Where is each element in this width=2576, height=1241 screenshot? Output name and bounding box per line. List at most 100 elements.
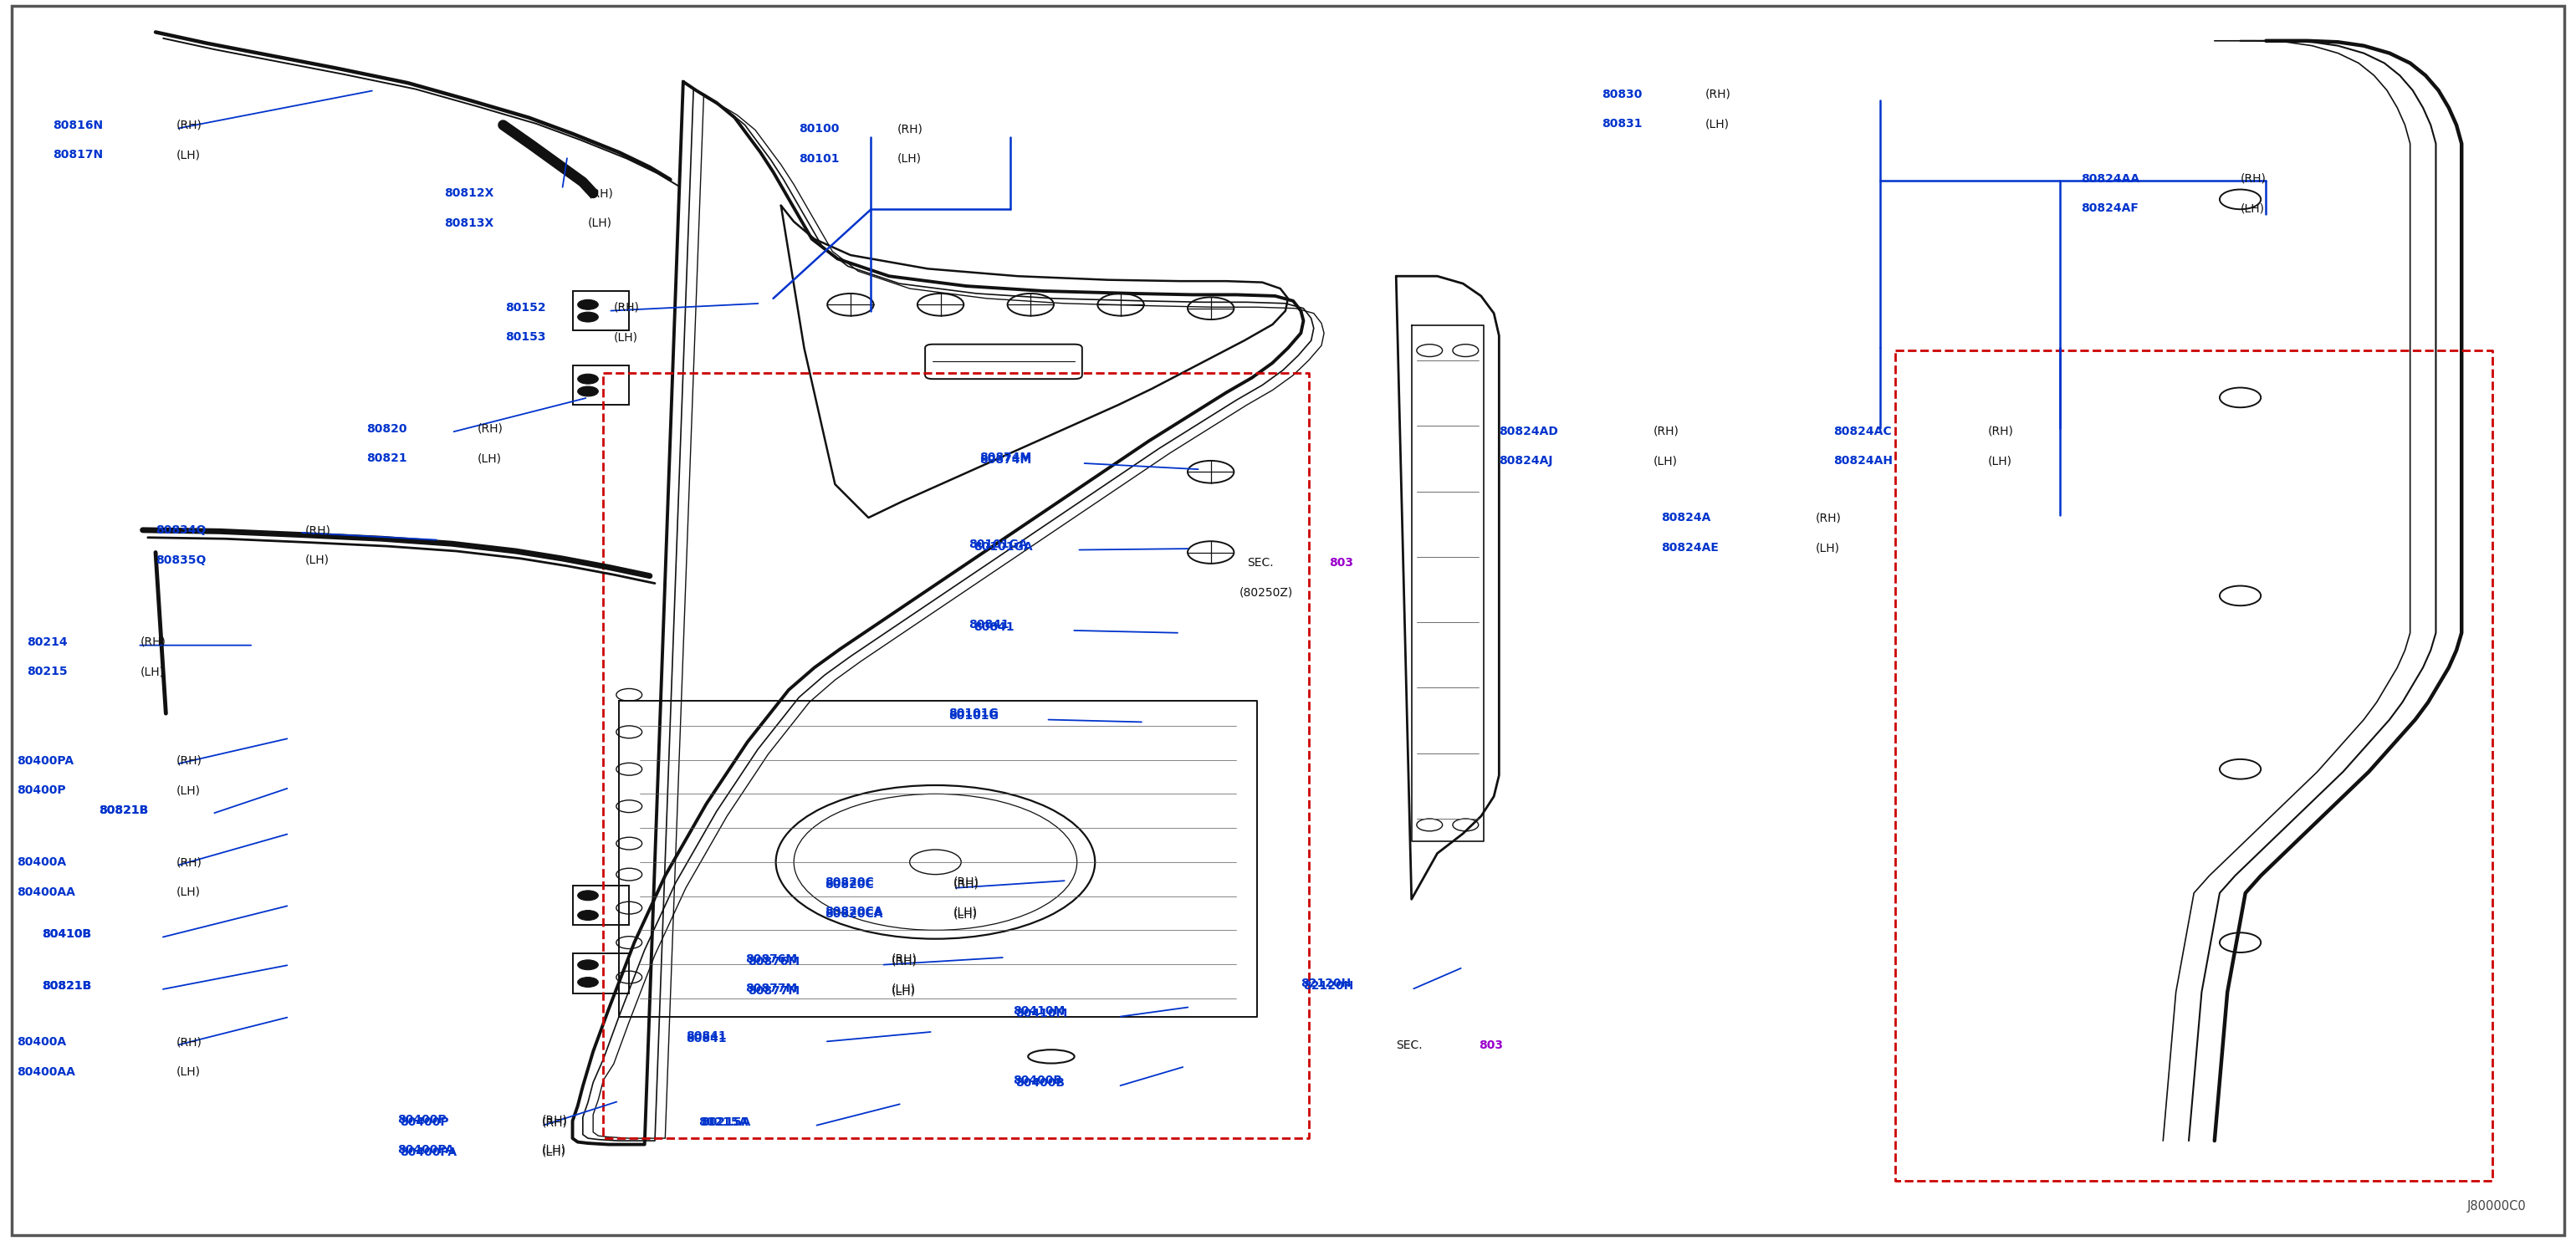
Text: 82120H: 82120H (1303, 980, 1355, 992)
Text: 80824AD: 80824AD (1499, 426, 1558, 437)
Text: (LH): (LH) (953, 908, 979, 921)
Bar (572, 886, 629, 926)
Text: 80410M: 80410M (1015, 1008, 1066, 1019)
Bar (572, 953, 629, 993)
Text: 80101GA: 80101GA (974, 541, 1033, 552)
Text: (RH): (RH) (175, 755, 201, 767)
Text: (RH): (RH) (175, 1036, 201, 1047)
FancyBboxPatch shape (925, 344, 1082, 379)
Text: 80400PA: 80400PA (399, 1147, 456, 1158)
Circle shape (577, 311, 598, 321)
Text: 80400AA: 80400AA (15, 1066, 75, 1077)
Text: 80400B: 80400B (1012, 1075, 1061, 1086)
Text: 80812X: 80812X (443, 187, 495, 200)
Text: 80821B: 80821B (41, 980, 93, 992)
Circle shape (577, 891, 598, 901)
Text: (RH): (RH) (477, 423, 502, 434)
Text: 80820CA: 80820CA (824, 906, 884, 918)
Text: (RH): (RH) (891, 956, 917, 967)
Bar (572, 365, 629, 405)
Text: 80410M: 80410M (1012, 1005, 1064, 1016)
Text: 80874M: 80874M (979, 454, 1030, 465)
Text: 80817N: 80817N (52, 149, 103, 161)
Text: 80400P: 80400P (15, 784, 64, 797)
Text: 80813X: 80813X (443, 217, 495, 230)
Text: 80214: 80214 (26, 637, 67, 648)
Text: 80215A: 80215A (701, 1117, 750, 1128)
Text: 80400A: 80400A (15, 856, 67, 869)
Circle shape (577, 374, 598, 383)
Text: 80410B: 80410B (41, 928, 93, 941)
Text: (RH): (RH) (139, 637, 165, 648)
Text: (RH): (RH) (175, 856, 201, 869)
Text: (LH): (LH) (613, 331, 639, 343)
Text: 80824AA: 80824AA (2081, 172, 2138, 185)
Text: (LH): (LH) (175, 149, 201, 161)
Text: (LH): (LH) (587, 217, 613, 230)
Text: (LH): (LH) (175, 886, 201, 898)
Text: (RH): (RH) (891, 953, 917, 964)
Text: SEC.: SEC. (1396, 1040, 1422, 1051)
Text: 80841: 80841 (974, 622, 1015, 633)
Text: (LH): (LH) (139, 665, 165, 678)
Text: SEC.: SEC. (1247, 557, 1273, 568)
Text: 80841: 80841 (685, 1033, 726, 1044)
Text: (RH): (RH) (587, 187, 613, 200)
Text: 80876M: 80876M (744, 953, 796, 964)
Text: 80831: 80831 (1602, 118, 1643, 130)
Text: (LH): (LH) (891, 983, 917, 994)
Text: 80835Q: 80835Q (155, 555, 206, 566)
Text: 80215A: 80215A (698, 1117, 747, 1128)
Text: 80820C: 80820C (824, 876, 873, 889)
Text: (LH): (LH) (541, 1144, 567, 1155)
Circle shape (577, 386, 598, 396)
Text: (RH): (RH) (1705, 88, 1731, 101)
Text: (LH): (LH) (953, 906, 979, 918)
Text: (LH): (LH) (1654, 455, 1677, 467)
Text: 80400A: 80400A (15, 1036, 67, 1047)
Text: 80101G: 80101G (948, 707, 999, 720)
Text: 80820: 80820 (366, 423, 407, 434)
Text: 80152: 80152 (505, 302, 546, 313)
Circle shape (577, 977, 598, 987)
Text: (LH): (LH) (1989, 455, 2012, 467)
Text: 80877M: 80877M (744, 983, 796, 994)
Text: 80821B: 80821B (41, 980, 93, 992)
Text: 80410B: 80410B (41, 928, 93, 941)
Text: 80874M: 80874M (979, 452, 1030, 463)
Text: 80400P: 80400P (399, 1117, 448, 1128)
Text: 80153: 80153 (505, 331, 546, 343)
Text: 80816N: 80816N (52, 119, 103, 132)
Text: (LH): (LH) (1816, 542, 1839, 553)
Bar (572, 290, 629, 330)
Text: 80824AC: 80824AC (1834, 426, 1891, 437)
Text: (LH): (LH) (304, 555, 330, 566)
Text: (RH): (RH) (1654, 426, 1680, 437)
Text: 80101G: 80101G (948, 710, 999, 722)
Text: (RH): (RH) (953, 876, 979, 889)
Text: 80820CA: 80820CA (824, 908, 884, 921)
Text: 803: 803 (1479, 1040, 1502, 1051)
Ellipse shape (1028, 1050, 1074, 1064)
Text: (RH): (RH) (175, 119, 201, 132)
Text: 80876M: 80876M (747, 956, 799, 967)
Text: J80000C0: J80000C0 (2468, 1200, 2527, 1212)
Text: (LH): (LH) (541, 1147, 567, 1158)
Text: (RH): (RH) (613, 302, 639, 313)
Text: 80824AF: 80824AF (2081, 202, 2138, 215)
Text: (LH): (LH) (1705, 118, 1728, 130)
Text: (RH): (RH) (1816, 513, 1842, 524)
Text: (RH): (RH) (541, 1114, 567, 1126)
Text: 803: 803 (1329, 557, 1352, 568)
Text: 80400PA: 80400PA (397, 1144, 453, 1155)
Text: 80215: 80215 (26, 665, 67, 678)
Text: 80100: 80100 (799, 123, 840, 135)
Text: (LH): (LH) (896, 153, 922, 165)
Text: 80400PA: 80400PA (15, 755, 75, 767)
Text: (LH): (LH) (175, 784, 201, 797)
Circle shape (577, 959, 598, 969)
Text: (RH): (RH) (304, 525, 330, 536)
Text: 80841: 80841 (685, 1030, 726, 1041)
Text: (RH): (RH) (2241, 172, 2267, 185)
Text: 80400AA: 80400AA (15, 886, 75, 898)
